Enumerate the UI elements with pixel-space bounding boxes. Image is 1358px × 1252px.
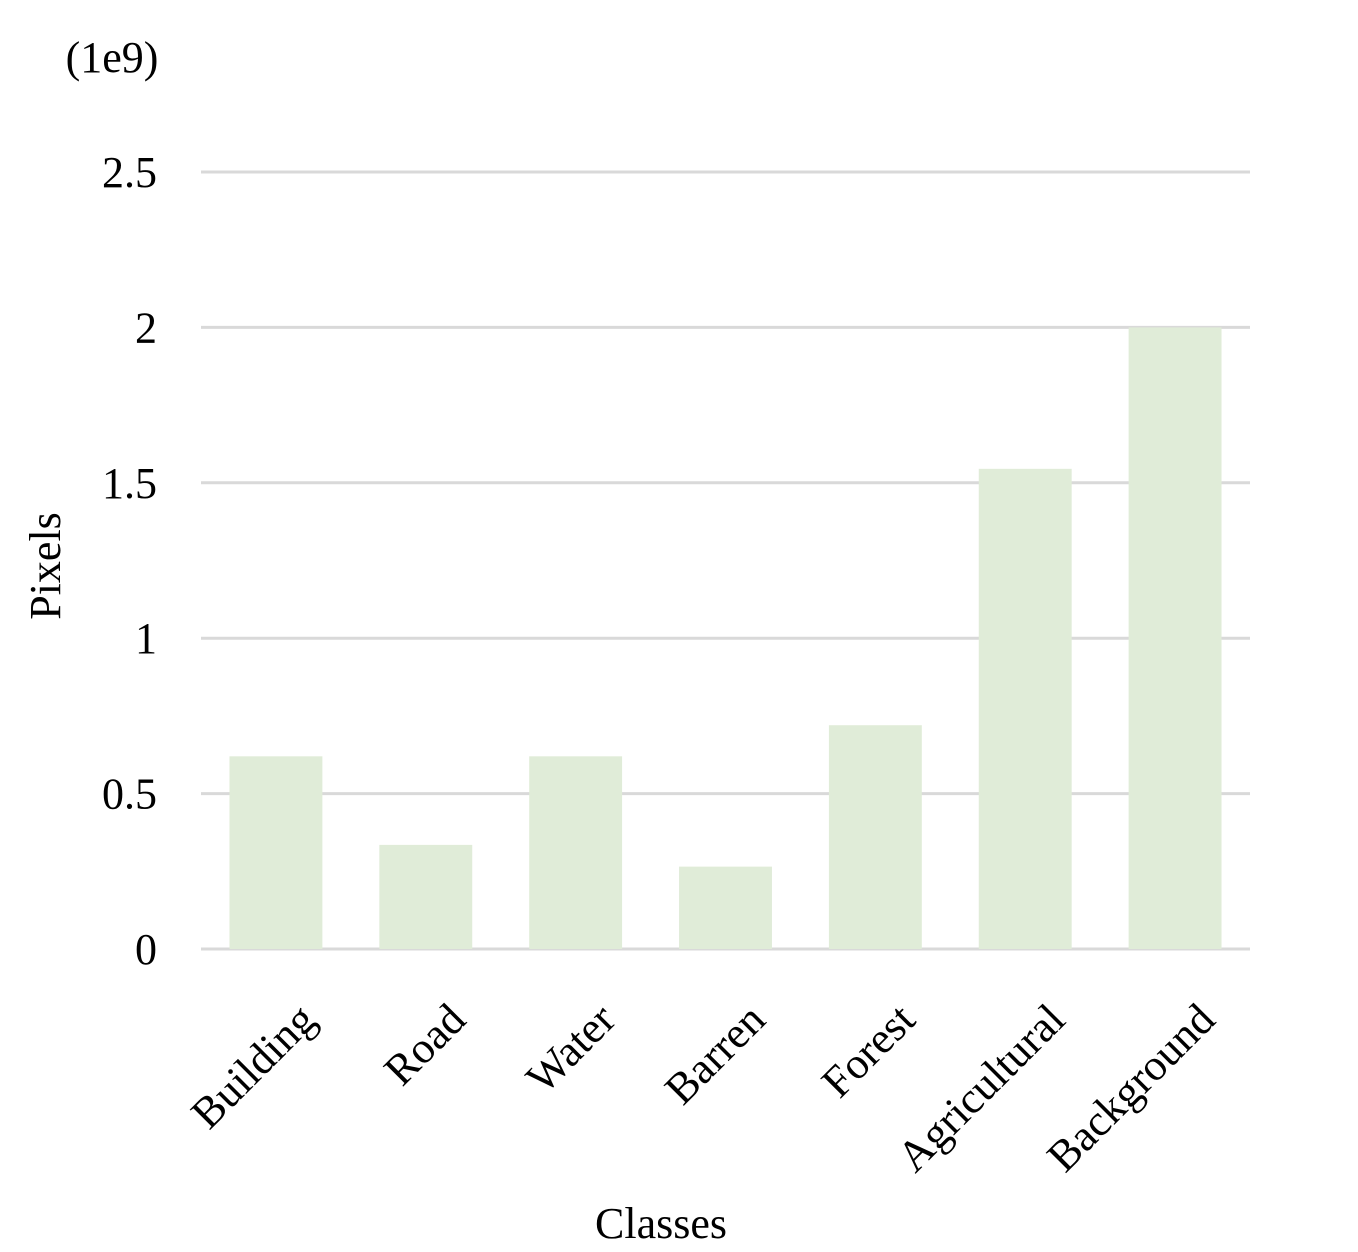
axis-scale-label: (1e9) bbox=[66, 33, 159, 82]
x-axis-title: Classes bbox=[595, 1199, 727, 1248]
bar-barren bbox=[679, 866, 772, 949]
x-tick-label-forest: Forest bbox=[812, 994, 924, 1106]
x-tick-label-barren: Barren bbox=[655, 994, 774, 1113]
bars bbox=[229, 327, 1222, 949]
bar-building bbox=[229, 756, 323, 949]
x-tick-label-building: Building bbox=[181, 994, 325, 1138]
y-axis-title: Pixels bbox=[21, 512, 70, 620]
y-tick-labels: 0 0.5 1 1.5 2 2.5 bbox=[102, 148, 157, 974]
x-tick-label-water: Water bbox=[517, 994, 625, 1102]
y-tick-label: 1 bbox=[135, 614, 157, 663]
y-tick-label: 2.5 bbox=[102, 148, 157, 197]
bar-agricultural bbox=[978, 468, 1072, 949]
bar-water bbox=[529, 756, 623, 949]
y-tick-label: 0.5 bbox=[102, 770, 157, 819]
y-tick-label: 1.5 bbox=[102, 459, 157, 508]
gridlines bbox=[201, 170, 1250, 951]
x-tick-labels: Building Road Water Barren ForestAgricultura… bbox=[181, 994, 1224, 1181]
bar-road bbox=[379, 844, 473, 949]
bar-background bbox=[1128, 327, 1222, 949]
x-tick-label-road: Road bbox=[375, 994, 475, 1094]
y-tick-label: 2 bbox=[135, 303, 157, 352]
bar-forest bbox=[828, 725, 922, 949]
y-tick-label: 0 bbox=[135, 925, 157, 974]
